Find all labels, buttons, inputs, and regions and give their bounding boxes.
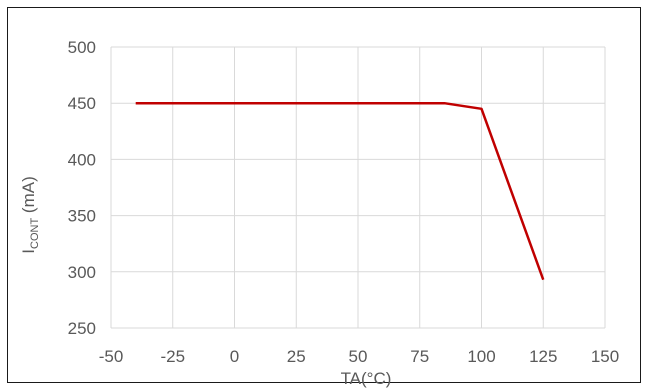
y-tick-label: 250 <box>68 319 96 338</box>
grid-lines <box>110 46 606 329</box>
series-group <box>135 101 545 281</box>
y-axis-title-unit: (mA) <box>19 176 38 218</box>
x-tick-label: 125 <box>529 347 557 366</box>
x-axis-title: TA(°C) <box>341 369 392 388</box>
x-tick-label: 0 <box>230 347 239 366</box>
x-tick-label: 25 <box>287 347 306 366</box>
x-tick-label: 50 <box>349 347 368 366</box>
y-tick-label: 300 <box>68 263 96 282</box>
series-line <box>135 101 545 281</box>
y-tick-label: 450 <box>68 94 96 113</box>
y-tick-label: 400 <box>68 150 96 169</box>
x-tick-label: 75 <box>410 347 429 366</box>
x-tick-label: 100 <box>467 347 495 366</box>
x-tick-label: -25 <box>160 347 185 366</box>
y-axis-title-main: I <box>19 249 38 254</box>
x-tick-label: 150 <box>591 347 619 366</box>
y-axis-title: ICONT (mA) <box>19 176 41 253</box>
x-tick-label: -50 <box>99 347 124 366</box>
y-axis-title-sub: CONT <box>29 218 41 249</box>
y-tick-label: 350 <box>68 207 96 226</box>
tick-labels: -50 -25 0 25 50 75 100 125 150 250 300 350 400 450 500 <box>68 38 620 366</box>
chart-frame <box>7 7 641 383</box>
y-tick-label: 500 <box>68 38 96 57</box>
